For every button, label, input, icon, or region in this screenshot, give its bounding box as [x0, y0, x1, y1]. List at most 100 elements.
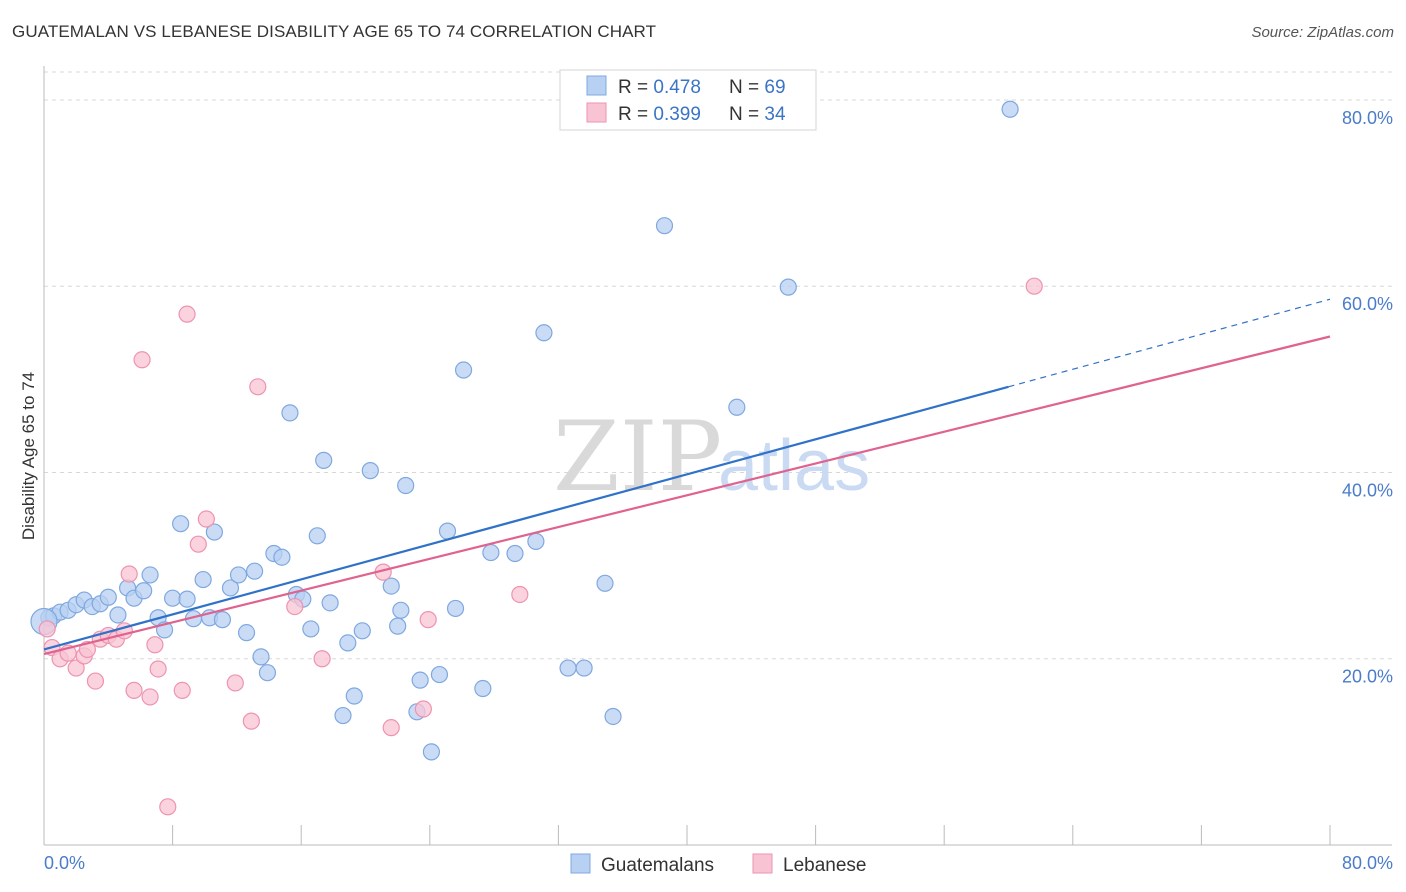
axes [43, 66, 1392, 846]
point-guatemalans-56 [482, 543, 500, 562]
point-guatemalans-9 [109, 606, 127, 624]
point-guatemalans-58 [527, 532, 545, 550]
legend-swatch-lebanese [586, 102, 607, 123]
point-lebanese-31 [419, 611, 437, 629]
point-guatemalans-31 [273, 548, 291, 566]
point-lebanese-21 [189, 535, 207, 553]
legend-swatch-guatemalans [586, 75, 607, 96]
svg-text:N = 34: N = 34 [729, 104, 786, 125]
x-tick-label-min: 0.0% [44, 853, 85, 873]
point-lebanese-0 [38, 620, 56, 638]
point-guatemalans-39 [334, 706, 352, 725]
trendline-lebanese [43, 335, 1331, 656]
bottom-legend-lebanese: Lebanese [783, 855, 866, 876]
point-guatemalans-38 [321, 594, 339, 612]
y-tick-labels: 20.0% 40.0% 60.0% 80.0% [1342, 108, 1393, 687]
trend-layer [43, 298, 1331, 656]
point-lebanese-13 [125, 681, 143, 700]
point-guatemalans-23 [213, 611, 232, 629]
point-guatemalans-28 [252, 648, 270, 666]
point-guatemalans-22 [205, 523, 223, 541]
point-guatemalans-37 [315, 451, 333, 469]
point-lebanese-19 [173, 681, 191, 700]
point-guatemalans-20 [194, 570, 212, 589]
point-lebanese-17 [149, 660, 167, 678]
point-lebanese-29 [382, 719, 400, 737]
point-guatemalans-62 [596, 574, 614, 592]
legend-r-label-1: R = [618, 77, 653, 98]
trendline-guatemalans [43, 385, 1009, 651]
svg-text:R = 0.478: R = 0.478 [618, 77, 701, 98]
point-guatemalans-35 [302, 620, 320, 638]
y-tick-label-1: 40.0% [1342, 480, 1393, 500]
point-lebanese-23 [226, 674, 244, 692]
point-lebanese-24 [242, 712, 260, 730]
point-lebanese-22 [197, 510, 215, 528]
point-guatemalans-40 [339, 634, 357, 652]
point-guatemalans-17 [172, 515, 190, 533]
trendline-guatemalans-extension [1008, 298, 1331, 388]
point-guatemalans-24 [221, 579, 240, 597]
legend-n-value-2: 34 [764, 104, 786, 125]
legend-r-value-2: 0.399 [653, 104, 701, 125]
point-guatemalans-36 [308, 527, 326, 545]
point-lebanese-25 [249, 378, 267, 396]
point-lebanese-30 [414, 700, 432, 718]
point-guatemalans-32 [281, 404, 299, 422]
point-guatemalans-63 [604, 707, 622, 726]
point-lebanese-7 [86, 672, 105, 690]
point-lebanese-16 [146, 636, 164, 654]
bottom-legend-swatch-lebanese [752, 853, 773, 874]
source-label: Source: ZipAtlas.com [1251, 24, 1394, 41]
point-guatemalans-27 [245, 562, 264, 580]
watermark-atlas: atlas [718, 426, 870, 506]
point-guatemalans-50 [422, 743, 441, 761]
point-guatemalans-54 [454, 361, 473, 379]
point-guatemalans-42 [353, 622, 371, 640]
point-guatemalans-55 [474, 679, 492, 698]
point-guatemalans-66 [779, 278, 797, 296]
y-tick-label-2: 60.0% [1342, 294, 1393, 314]
legend: R = 0.478 N = 69 R = 0.399 N = 34 [559, 69, 817, 131]
legend-n-value-1: 69 [764, 77, 785, 98]
point-guatemalans-41 [345, 687, 363, 705]
legend-n-label-2: N = [729, 104, 764, 125]
point-guatemalans-44 [382, 577, 400, 595]
point-lebanese-20 [178, 305, 196, 323]
point-guatemalans-8 [99, 588, 117, 606]
point-guatemalans-29 [258, 664, 277, 682]
y-axis-label: Disability Age 65 to 74 [19, 372, 38, 540]
point-guatemalans-43 [361, 462, 379, 480]
point-guatemalans-65 [728, 398, 746, 416]
point-guatemalans-13 [141, 566, 159, 584]
point-guatemalans-47 [397, 476, 415, 495]
point-lebanese-15 [141, 688, 159, 706]
y-tick-label-0: 20.0% [1342, 667, 1393, 687]
point-lebanese-12 [120, 565, 138, 583]
point-guatemalans-25 [229, 566, 248, 584]
points-layer [30, 100, 1043, 816]
point-guatemalans-49 [411, 671, 429, 689]
point-guatemalans-64 [655, 217, 674, 235]
x-tick-label-max: 80.0% [1342, 853, 1393, 873]
legend-r-value-1: 0.478 [653, 77, 701, 98]
legend-r-label-2: R = [618, 104, 653, 125]
point-guatemalans-51 [430, 665, 449, 684]
point-guatemalans-18 [178, 590, 196, 608]
point-lebanese-4 [67, 659, 85, 677]
bottom-legend-swatch-guatemalans [570, 853, 591, 874]
point-guatemalans-45 [389, 617, 407, 635]
legend-n-label-1: N = [729, 77, 764, 98]
point-lebanese-27 [313, 650, 331, 668]
watermark: ZIP atlas [553, 401, 870, 513]
bottom-legend: Guatemalans Lebanese [570, 853, 866, 876]
point-lebanese-32 [511, 585, 529, 604]
bottom-legend-guatemalans: Guatemalans [601, 855, 714, 876]
chart-title: GUATEMALAN VS LEBANESE DISABILITY AGE 65… [12, 22, 657, 41]
point-guatemalans-52 [438, 522, 457, 540]
point-lebanese-26 [286, 597, 304, 616]
point-guatemalans-16 [164, 589, 182, 607]
point-lebanese-18 [159, 798, 177, 816]
watermark-zip: ZIP [553, 401, 722, 513]
